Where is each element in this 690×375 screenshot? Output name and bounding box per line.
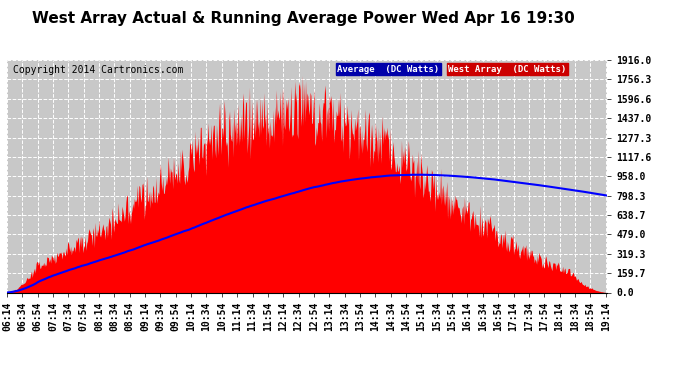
Text: West Array Actual & Running Average Power Wed Apr 16 19:30: West Array Actual & Running Average Powe… — [32, 11, 575, 26]
Text: West Array  (DC Watts): West Array (DC Watts) — [448, 64, 566, 74]
Text: Average  (DC Watts): Average (DC Watts) — [337, 64, 440, 74]
Text: Copyright 2014 Cartronics.com: Copyright 2014 Cartronics.com — [13, 64, 184, 75]
